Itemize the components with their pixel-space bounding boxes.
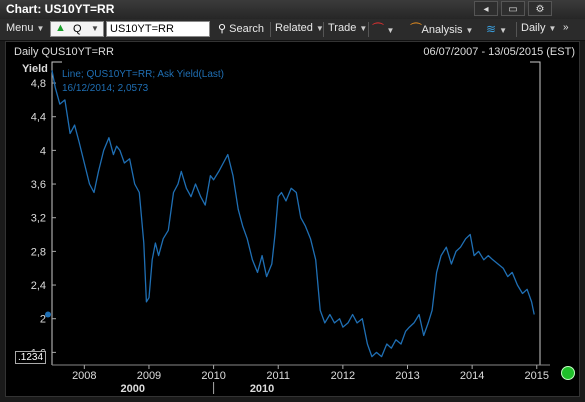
x-tick-label: 2014 xyxy=(460,370,484,382)
chart-type-caret-icon: ▼ xyxy=(386,26,395,35)
divider xyxy=(516,22,517,37)
y-tick-label: 3,6 xyxy=(31,179,46,191)
y-tick-label: 4 xyxy=(40,145,46,157)
menu-button[interactable]: Menu ▼ xyxy=(6,22,44,34)
y-tick-label: 3,2 xyxy=(31,213,46,225)
status-indicator-icon xyxy=(561,366,575,380)
search-icon: ⚲ xyxy=(218,23,227,35)
search-button[interactable]: ⚲ Search xyxy=(218,22,264,35)
interval-caret-icon: ▼ xyxy=(548,24,557,33)
more-options-icon[interactable]: » xyxy=(563,22,569,33)
divider xyxy=(323,22,324,37)
up-arrow-icon: ▲ xyxy=(55,22,66,34)
overlay-menu[interactable]: ≋ ▼ xyxy=(486,22,507,36)
quote-type-selector[interactable]: ▲ Q ▼ xyxy=(50,21,104,37)
settings-window-button[interactable]: ⚙ xyxy=(528,1,552,16)
wave-icon: ≋ xyxy=(486,22,497,36)
analysis-caret-icon: ▼ xyxy=(465,26,474,35)
y-tick-label: 2 xyxy=(40,314,46,326)
divider xyxy=(270,22,271,37)
x-tick-label: 2015 xyxy=(525,370,549,382)
window-title: Chart: US10YT=RR xyxy=(6,2,115,16)
x-decade-label: 2000 xyxy=(121,383,145,395)
related-caret-icon: ▼ xyxy=(315,24,324,33)
restore-window-button[interactable]: ▭ xyxy=(501,1,525,16)
chart-panel xyxy=(5,41,580,397)
interval-label: Daily xyxy=(521,22,546,34)
chart-title: Daily QUS10YT=RR xyxy=(14,46,114,58)
x-decade-label: 2010 xyxy=(250,383,274,395)
x-tick-label: 2010 xyxy=(201,370,225,382)
overlay-caret-icon: ▼ xyxy=(499,26,507,35)
current-value-marker xyxy=(45,311,51,318)
plot-frame-left xyxy=(51,61,62,365)
x-tick-label: 2011 xyxy=(266,370,290,382)
chart-type-menu[interactable]: ⏜ ▼ xyxy=(372,22,394,37)
yield-series-line xyxy=(51,70,535,358)
toolbar: Menu▼ ▲ Q ▼ ⚲ Search Related▼ Trade▼ ⏜▼ … xyxy=(0,19,585,41)
line-chart-icon: ⏜ xyxy=(372,22,384,36)
quote-type-label: Q xyxy=(73,23,82,35)
analysis-label: Analysis xyxy=(421,24,463,36)
chart-date-range: 06/07/2007 - 13/05/2015 (EST) xyxy=(423,46,575,58)
trade-menu[interactable]: Trade ▼ xyxy=(328,22,367,34)
analysis-menu[interactable]: ⏜Analysis ▼ xyxy=(410,22,473,37)
last-value-tag: .1234 xyxy=(15,351,47,364)
y-tick-label: 4,4 xyxy=(31,112,46,124)
related-menu[interactable]: Related ▼ xyxy=(275,22,324,34)
x-tick-label: 2008 xyxy=(72,370,96,382)
x-tick-label: 2009 xyxy=(137,370,161,382)
legend-series-label: Line; QUS10YT=RR; Ask Yield(Last) xyxy=(62,69,225,80)
search-label: Search xyxy=(229,23,264,35)
divider xyxy=(368,22,369,37)
chart-legend: Line; QUS10YT=RR; Ask Yield(Last) 16/12/… xyxy=(62,68,224,96)
legend-last-value: 16/12/2014; 2,0573 xyxy=(62,83,149,94)
x-tick-label: 2012 xyxy=(331,370,355,382)
menu-caret-icon: ▼ xyxy=(36,24,45,33)
interval-menu[interactable]: Daily ▼ xyxy=(521,22,556,34)
plot-frame-right xyxy=(530,61,541,365)
x-tick-label: 2013 xyxy=(395,370,419,382)
menu-label: Menu xyxy=(6,22,34,34)
window-titlebar: Chart: US10YT=RR ◂ ▭ ⚙ xyxy=(0,0,585,20)
y-tick-label: 2,4 xyxy=(31,280,46,292)
y-tick-label: 4,8 xyxy=(31,78,46,90)
analysis-icon: ⏜ xyxy=(410,22,422,36)
related-label: Related xyxy=(275,22,313,34)
y-tick-label: 2,8 xyxy=(31,246,46,258)
trade-caret-icon: ▼ xyxy=(359,24,368,33)
trade-label: Trade xyxy=(328,22,357,34)
back-window-button[interactable]: ◂ xyxy=(474,1,498,16)
y-axis-label: Yield xyxy=(22,63,48,75)
ric-input[interactable] xyxy=(106,21,210,37)
quote-caret-icon: ▼ xyxy=(91,24,99,33)
